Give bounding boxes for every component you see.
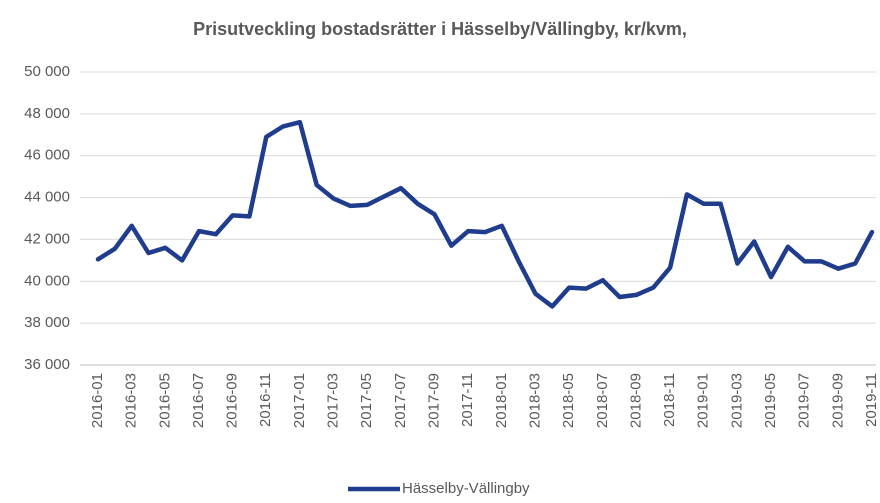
y-tick-label: 46 000 — [24, 147, 70, 164]
chart-title: Prisutveckling bostadsrätter i Hässelby/… — [193, 19, 687, 39]
x-tick-label: 2019-07 — [796, 373, 813, 428]
x-tick-label: 2017-05 — [358, 373, 375, 428]
data-line — [95, 119, 875, 309]
x-tick-label: 2018-11 — [661, 373, 678, 427]
y-tick-label: 38 000 — [24, 314, 70, 331]
legend-label: Hässelby-Vällingby — [402, 480, 530, 497]
y-tick-label: 48 000 — [24, 105, 70, 122]
x-tick-label: 2017-11 — [459, 373, 476, 427]
x-tick-label: 2018-07 — [594, 373, 611, 428]
y-tick-label: 44 000 — [24, 189, 70, 206]
x-tick-label: 2018-03 — [526, 373, 543, 428]
x-tick-label: 2018-01 — [493, 373, 510, 428]
x-tick-label: 2016-07 — [190, 373, 207, 428]
x-tick-label: 2018-05 — [560, 373, 577, 428]
y-tick-label: 36 000 — [24, 356, 70, 373]
x-tick-label: 2016-01 — [89, 373, 106, 428]
x-tick-label: 2019-09 — [829, 373, 846, 428]
x-tick-label: 2017-01 — [291, 373, 308, 428]
x-tick-label: 2016-09 — [224, 373, 241, 428]
y-tick-label: 42 000 — [24, 230, 70, 247]
x-tick-label: 2019-01 — [695, 373, 712, 428]
x-tick-label: 2017-09 — [425, 373, 442, 428]
x-tick-label: 2017-03 — [325, 373, 342, 428]
x-tick-label: 2019-11 — [863, 373, 880, 427]
y-tick-label: 40 000 — [24, 272, 70, 289]
x-tick-label: 2016-03 — [123, 373, 140, 428]
y-tick-label: 50 000 — [24, 63, 70, 80]
x-tick-label: 2019-03 — [728, 373, 745, 428]
x-tick-label: 2017-07 — [392, 373, 409, 428]
x-tick-label: 2016-11 — [257, 373, 274, 427]
x-tick-label: 2016-05 — [156, 373, 173, 428]
x-tick-label: 2018-09 — [627, 373, 644, 428]
x-tick-label: 2019-05 — [762, 373, 779, 428]
